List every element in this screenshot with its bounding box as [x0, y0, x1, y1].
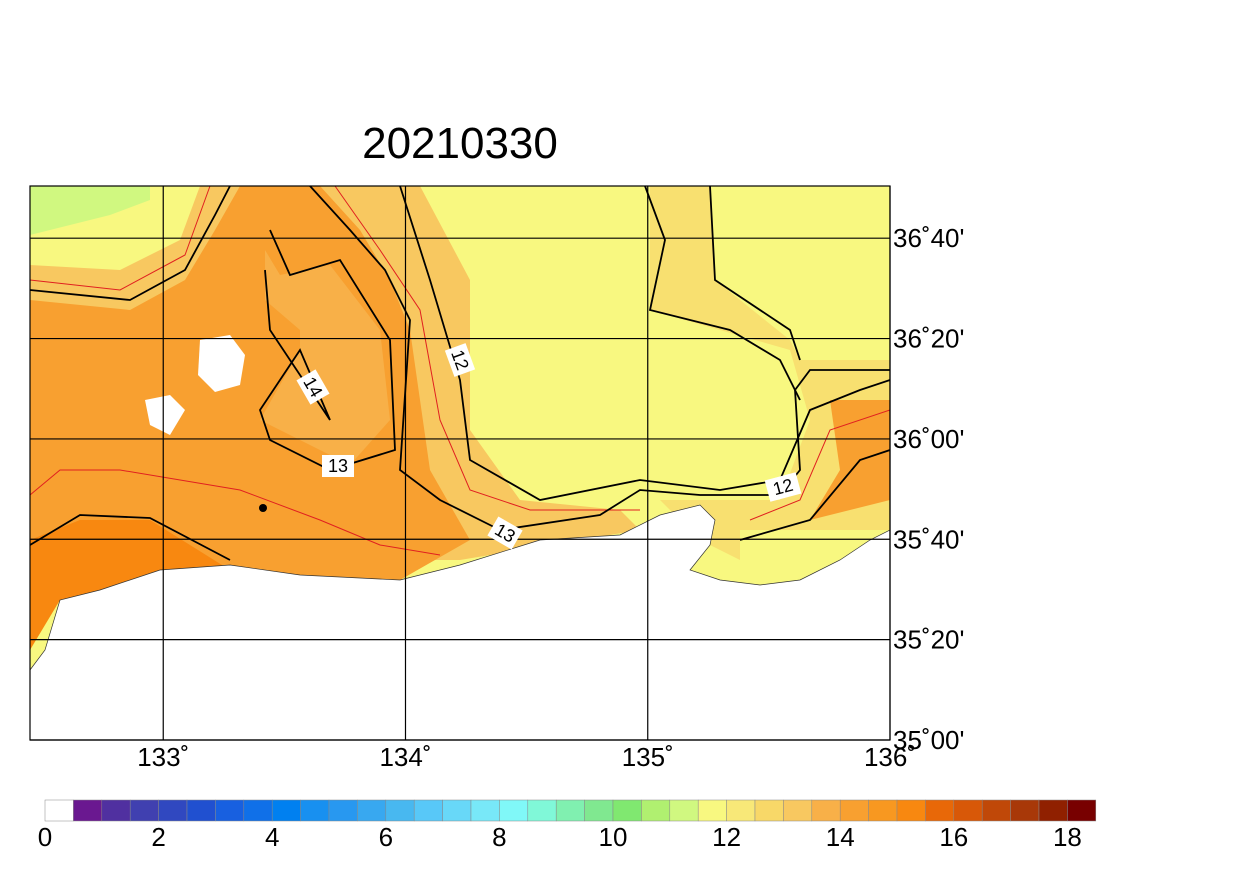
colorbar-box [1010, 799, 1040, 822]
colorbar-tick-label: 16 [939, 822, 968, 852]
colorbar-box [186, 799, 216, 822]
colorbar-box [555, 799, 585, 822]
colorbar-box [470, 799, 500, 822]
colorbar-box [868, 799, 898, 822]
field-orange-mid [260, 250, 390, 465]
colorbar-box [1038, 799, 1068, 822]
colorbar-box [158, 799, 188, 822]
colorbar-box [44, 799, 74, 822]
colorbar-box [357, 799, 387, 822]
lat-tick-label: 36˚40' [893, 223, 964, 253]
colorbar-tick-label: 14 [826, 822, 855, 852]
title: 20210330 [362, 119, 558, 168]
colorbar-box [669, 799, 699, 822]
colorbar-box [754, 799, 784, 822]
colorbar-tick-label: 0 [38, 822, 52, 852]
colorbar-box [101, 799, 131, 822]
contour-line [29, 185, 211, 291]
colorbar-box [527, 799, 557, 822]
colorbar-box [697, 799, 727, 822]
lon-tick-label: 134˚ [379, 742, 431, 772]
colorbar-box [328, 799, 358, 822]
contour-line [644, 185, 801, 401]
colorbar-box [215, 799, 245, 822]
field-light-orange [650, 186, 890, 560]
station-dot [259, 504, 267, 512]
colorbar-box [953, 799, 983, 822]
colorbar-box [300, 799, 330, 822]
colorbar-box [499, 799, 529, 822]
lat-tick-label: 36˚00' [893, 424, 964, 454]
contour-line [334, 185, 640, 511]
field-orange [30, 186, 470, 600]
colorbar-box [442, 799, 472, 822]
colorbar-tick-label: 10 [599, 822, 628, 852]
contour-line [29, 185, 231, 301]
island [198, 335, 245, 392]
label-box [487, 516, 523, 550]
lat-tick-label: 35˚40' [893, 524, 964, 554]
contour-line [29, 469, 441, 556]
colorbar-box [783, 799, 813, 822]
field-green [30, 186, 150, 235]
colorbar-box [1067, 799, 1097, 822]
lon-tick-label: 135˚ [622, 742, 674, 772]
lat-tick-label: 35˚20' [893, 625, 964, 655]
colorbar-tick-label: 18 [1053, 822, 1082, 852]
lon-tick-label: 133˚ [137, 742, 189, 772]
colorbar-box [271, 799, 301, 822]
label-box [444, 343, 476, 377]
label-box [764, 472, 802, 502]
land [29, 504, 891, 741]
colorbar-box [385, 799, 415, 822]
colorbar-box [413, 799, 443, 822]
lon-tick-label: 136˚ [864, 742, 916, 772]
contour-line [749, 409, 891, 521]
island [145, 395, 185, 435]
map-field [29, 186, 891, 741]
label-box [296, 369, 330, 405]
contour-line [739, 449, 891, 541]
field-orange-east [810, 400, 890, 520]
contour-line [259, 229, 396, 471]
contour-line [399, 185, 891, 501]
colorbar-box [981, 799, 1011, 822]
colorbar-tick-label: 2 [151, 822, 165, 852]
colorbar-tick-label: 6 [379, 822, 393, 852]
colorbar-box [612, 799, 642, 822]
colorbar-box [129, 799, 159, 822]
colorbar-box [925, 799, 955, 822]
colorbar-box [839, 799, 869, 822]
colorbar-box [243, 799, 273, 822]
contour-labels: 14 12 13 13 12 [296, 343, 802, 550]
lat-tick-label: 36˚20' [893, 324, 964, 354]
colorbar-tick-label: 8 [492, 822, 506, 852]
map-frame [29, 185, 891, 741]
contour-line [709, 185, 801, 361]
colorbar-box [896, 799, 926, 822]
colorbar-box [641, 799, 671, 822]
colorbar-tick-label: 4 [265, 822, 279, 852]
colorbar-box [811, 799, 841, 822]
black-contours [29, 185, 891, 561]
lat-tick-label: 35˚00' [893, 725, 964, 755]
colorbar-box [73, 799, 103, 822]
red-contours [29, 185, 891, 556]
label-box [322, 455, 354, 477]
contour-line [309, 185, 890, 531]
contour-label: 13 [328, 456, 348, 476]
colorbar-box [726, 799, 756, 822]
colorbar-box [584, 799, 614, 822]
colorbar-tick-label: 12 [712, 822, 741, 852]
